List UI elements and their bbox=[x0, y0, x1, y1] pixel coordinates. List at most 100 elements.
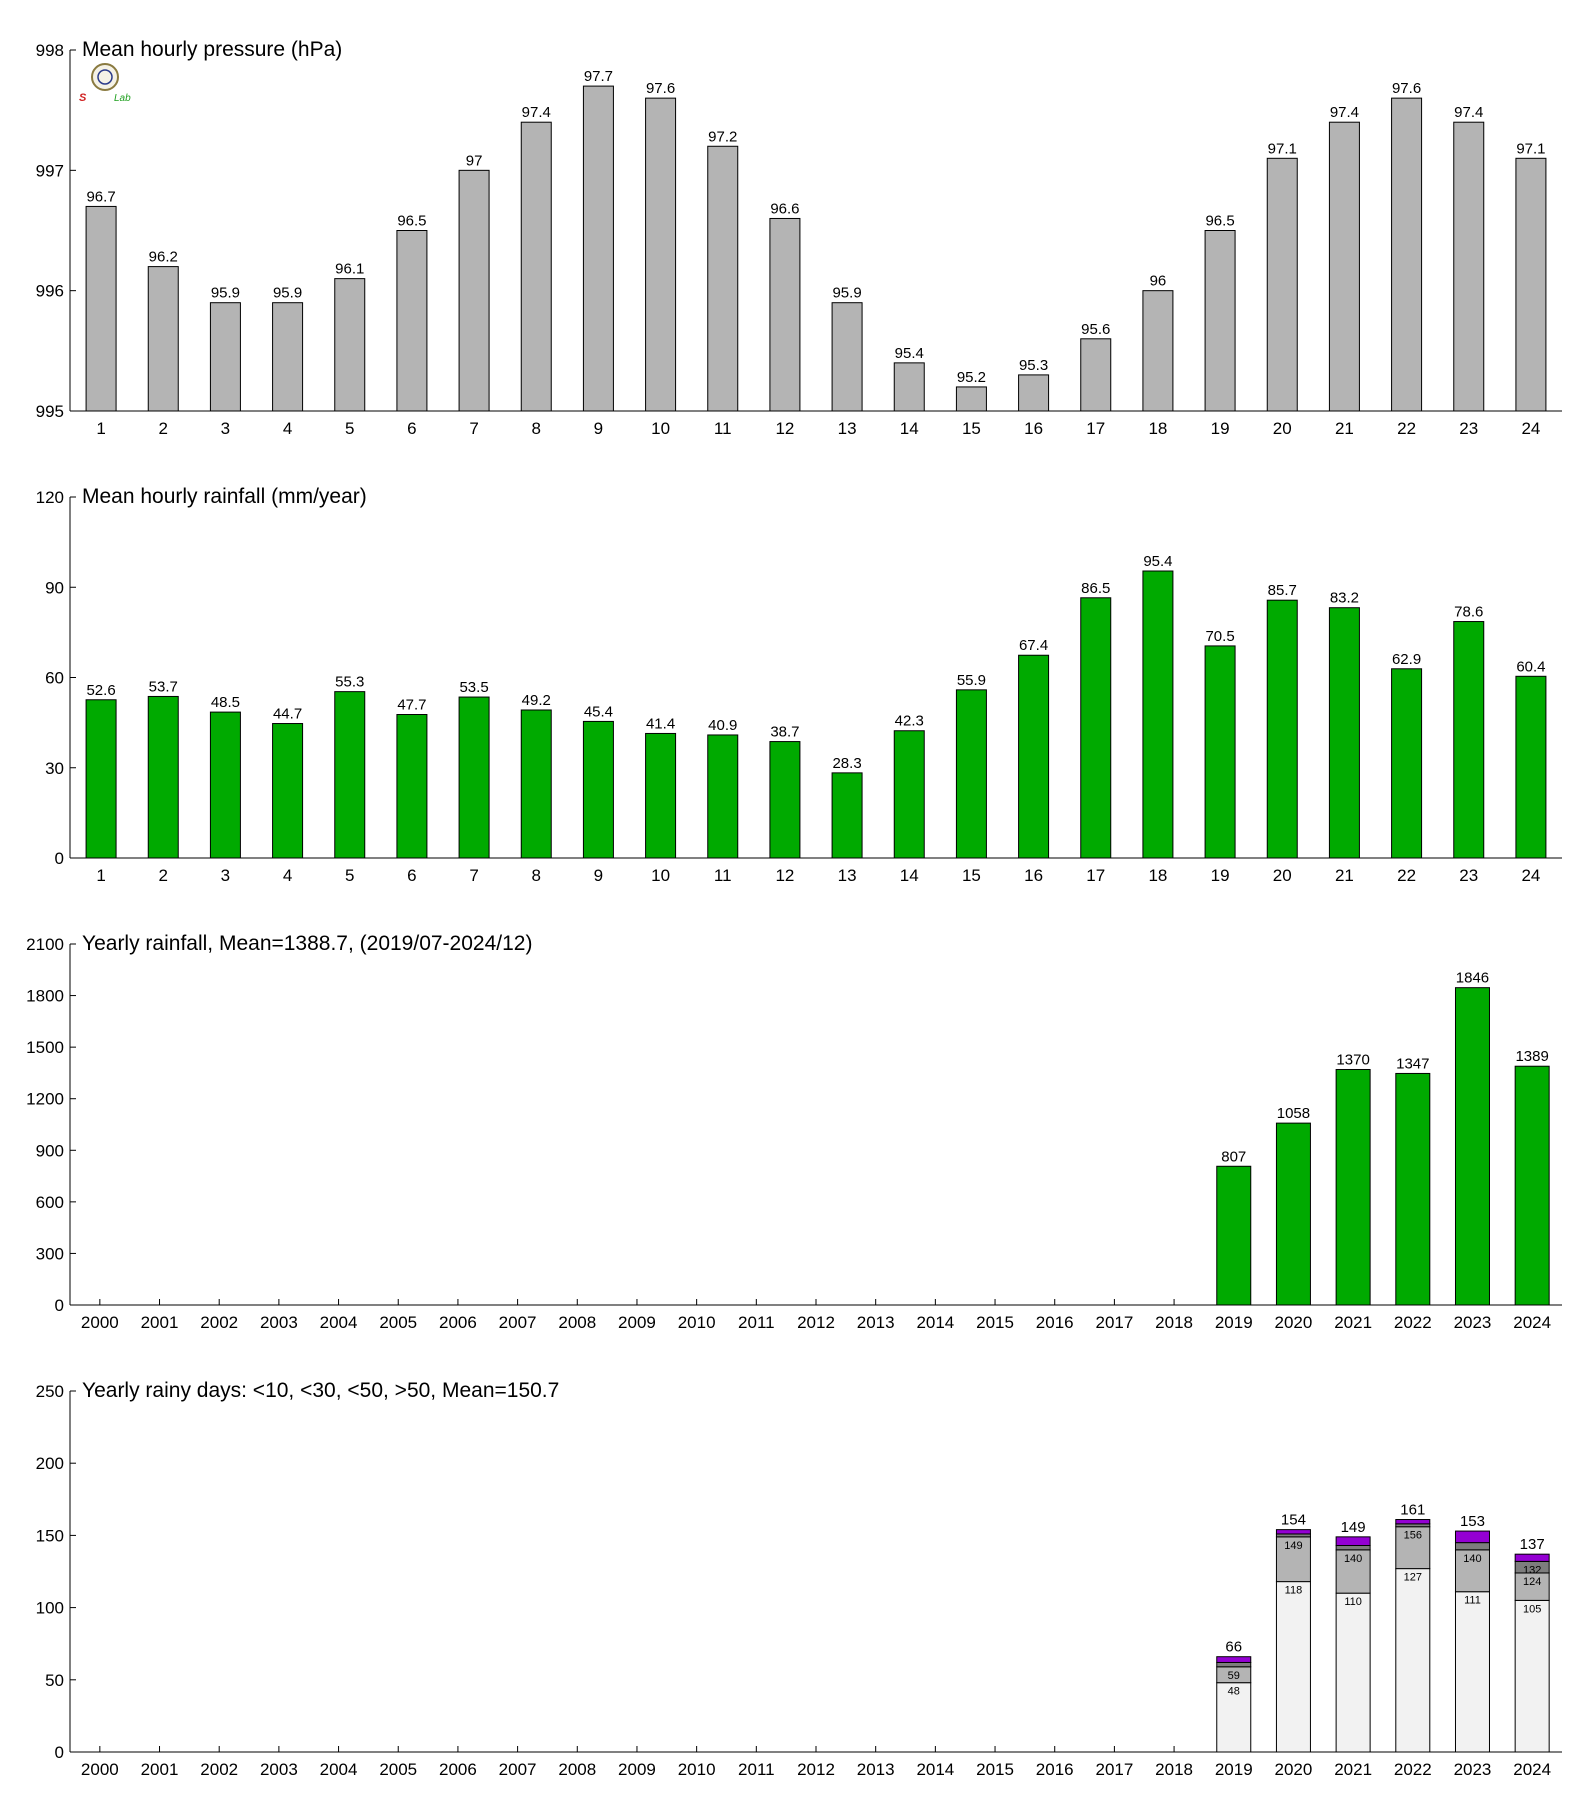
bar-value-label: 55.9 bbox=[957, 672, 986, 689]
bar-value-label: 38.7 bbox=[770, 724, 799, 741]
bar-value-label: 49.2 bbox=[522, 692, 551, 709]
segment-value-label: 105 bbox=[1523, 1603, 1541, 1615]
y-tick-label: 997 bbox=[36, 161, 64, 180]
x-tick-label: 2003 bbox=[260, 1760, 298, 1779]
bar bbox=[707, 145, 739, 412]
bar-value-label: 96.7 bbox=[86, 188, 115, 205]
bar-value-label: 1370 bbox=[1336, 1051, 1369, 1068]
x-tick-label: 2021 bbox=[1334, 1760, 1372, 1779]
x-tick-label: 2 bbox=[159, 419, 168, 438]
bar bbox=[1395, 1072, 1431, 1306]
x-tick-label: 21 bbox=[1335, 419, 1354, 438]
x-tick-label: 12 bbox=[775, 866, 794, 885]
x-tick-label: 17 bbox=[1086, 866, 1105, 885]
x-tick-label: 5 bbox=[345, 866, 354, 885]
bar-segment-lt50 bbox=[1335, 1545, 1371, 1551]
emblem-inner-icon bbox=[97, 69, 113, 85]
x-tick-label: 15 bbox=[962, 866, 981, 885]
bar-value-label: 85.7 bbox=[1268, 582, 1297, 599]
bar-value-label: 1058 bbox=[1277, 1105, 1310, 1122]
x-tick-label: 8 bbox=[532, 419, 541, 438]
bar bbox=[1515, 157, 1547, 412]
bar bbox=[1515, 675, 1547, 859]
bar-value-label: 97.7 bbox=[584, 68, 613, 85]
bar bbox=[1266, 157, 1298, 412]
x-tick-label: 16 bbox=[1024, 866, 1043, 885]
segment-value-label: 156 bbox=[1404, 1530, 1422, 1542]
bar-value-label: 97.4 bbox=[1330, 104, 1359, 121]
x-tick-label: 2006 bbox=[439, 1313, 477, 1332]
x-tick-label: 2002 bbox=[200, 1313, 238, 1332]
segment-value-label: 140 bbox=[1344, 1553, 1362, 1565]
x-tick-label: 2012 bbox=[797, 1760, 835, 1779]
x-tick-label: 13 bbox=[838, 866, 857, 885]
x-tick-label: 2018 bbox=[1155, 1760, 1193, 1779]
bar-segment-lt50 bbox=[1454, 1542, 1490, 1551]
x-tick-label: 2020 bbox=[1275, 1760, 1313, 1779]
bar bbox=[85, 205, 117, 412]
bar-value-label: 70.5 bbox=[1205, 628, 1234, 645]
bar-value-label: 48.5 bbox=[211, 694, 240, 711]
x-tick-label: 3 bbox=[221, 866, 230, 885]
bar bbox=[831, 302, 863, 412]
bar bbox=[209, 302, 241, 412]
x-tick-label: 20 bbox=[1273, 419, 1292, 438]
bar-total-label: 154 bbox=[1281, 1512, 1306, 1529]
bar bbox=[396, 714, 428, 859]
x-tick-label: 2017 bbox=[1095, 1760, 1133, 1779]
bar-value-label: 55.3 bbox=[335, 674, 364, 691]
bar-total-label: 137 bbox=[1520, 1536, 1545, 1553]
x-tick-label: 2022 bbox=[1394, 1313, 1432, 1332]
chart-panel-4: 0 50 100 150 200 250 2000 2001 2002 2003 2004 2005 2… bbox=[36, 1379, 1562, 1779]
x-tick-label: 18 bbox=[1148, 866, 1167, 885]
x-tick-label: 21 bbox=[1335, 866, 1354, 885]
x-tick-label: 2011 bbox=[738, 1313, 775, 1332]
x-tick-label: 7 bbox=[469, 419, 478, 438]
bar-value-label: 95.6 bbox=[1081, 321, 1110, 338]
x-tick-label: 2010 bbox=[678, 1760, 716, 1779]
logo-text-left: S bbox=[79, 92, 87, 104]
x-tick-label: 2005 bbox=[379, 1313, 417, 1332]
bar-value-label: 67.4 bbox=[1019, 637, 1048, 654]
bar-value-label: 53.7 bbox=[149, 678, 178, 695]
bar-value-label: 41.4 bbox=[646, 715, 675, 732]
y-tick-label: 120 bbox=[36, 488, 64, 507]
bar bbox=[396, 230, 428, 412]
bar-segment-lt10 bbox=[1216, 1682, 1252, 1753]
x-tick-label: 12 bbox=[775, 419, 794, 438]
y-tick-label: 600 bbox=[36, 1193, 64, 1212]
bar-value-label: 96.6 bbox=[770, 200, 799, 217]
bar-value-label: 95.4 bbox=[1143, 553, 1172, 570]
bar bbox=[1328, 607, 1360, 859]
bar-value-label: 78.6 bbox=[1454, 604, 1483, 621]
x-tick-label: 2023 bbox=[1454, 1760, 1492, 1779]
chart-title: Yearly rainy days: <10, <30, <50, >50, M… bbox=[82, 1379, 559, 1402]
x-tick-label: 20 bbox=[1273, 866, 1292, 885]
bar bbox=[769, 217, 801, 412]
segment-value-label: 140 bbox=[1463, 1553, 1481, 1565]
bar-total-label: 66 bbox=[1225, 1639, 1242, 1656]
x-tick-label: 2003 bbox=[260, 1313, 298, 1332]
y-tick-label: 0 bbox=[55, 1743, 64, 1762]
x-tick-label: 2004 bbox=[320, 1313, 358, 1332]
x-tick-label: 9 bbox=[594, 419, 603, 438]
segment-value-label: 111 bbox=[1464, 1595, 1481, 1607]
bar-value-label: 95.2 bbox=[957, 369, 986, 386]
bar bbox=[147, 266, 179, 412]
bar-segment-gt50 bbox=[1395, 1519, 1431, 1525]
x-tick-label: 7 bbox=[469, 866, 478, 885]
bar-value-label: 86.5 bbox=[1081, 580, 1110, 597]
bar-segment-gt50 bbox=[1335, 1536, 1371, 1547]
segment-value-label: 110 bbox=[1344, 1596, 1362, 1608]
bar bbox=[458, 169, 490, 412]
bar-value-label: 97.2 bbox=[708, 128, 737, 145]
bar bbox=[1391, 668, 1423, 859]
bar bbox=[1080, 597, 1112, 859]
x-tick-label: 2006 bbox=[439, 1760, 477, 1779]
x-tick-label: 17 bbox=[1086, 419, 1105, 438]
y-tick-label: 60 bbox=[45, 669, 64, 688]
segment-value-label: 59 bbox=[1228, 1670, 1240, 1682]
x-tick-label: 14 bbox=[900, 866, 919, 885]
bar-value-label: 53.5 bbox=[459, 679, 488, 696]
segment-value-label: 132 bbox=[1523, 1564, 1541, 1576]
